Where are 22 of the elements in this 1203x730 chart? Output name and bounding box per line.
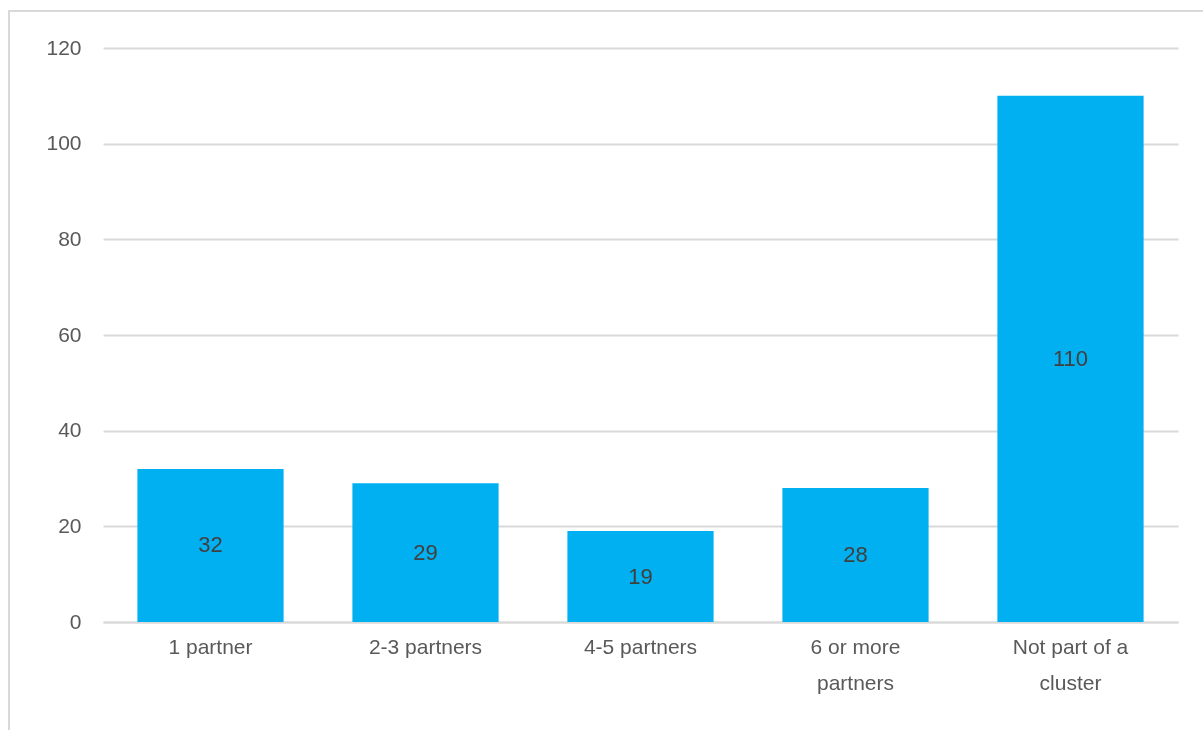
bar <box>352 483 499 622</box>
bar <box>567 531 714 622</box>
y-tick-label: 80 <box>58 226 82 250</box>
data-label: 28 <box>843 542 868 568</box>
x-tick-label: 2-3 partners <box>368 634 483 658</box>
bar <box>997 95 1144 622</box>
x-tick-label: 6 or more partners <box>810 634 901 694</box>
y-tick-label: 60 <box>58 322 82 346</box>
bar <box>782 488 929 622</box>
y-tick-label: 20 <box>58 513 82 537</box>
y-tick-label: 0 <box>69 609 82 633</box>
data-label: 29 <box>413 539 438 565</box>
data-label: 19 <box>628 563 653 589</box>
y-tick-label: 100 <box>46 131 82 155</box>
x-tick-label: Not part of a cluster <box>1012 634 1129 694</box>
data-label: 32 <box>198 532 223 558</box>
y-tick-label: 120 <box>46 35 82 59</box>
bar <box>137 468 284 622</box>
data-label: 110 <box>1052 345 1089 371</box>
y-tick-label: 40 <box>58 418 82 442</box>
x-tick-label: 4-5 partners <box>583 634 698 658</box>
x-tick-label: 1 partner <box>168 634 253 658</box>
